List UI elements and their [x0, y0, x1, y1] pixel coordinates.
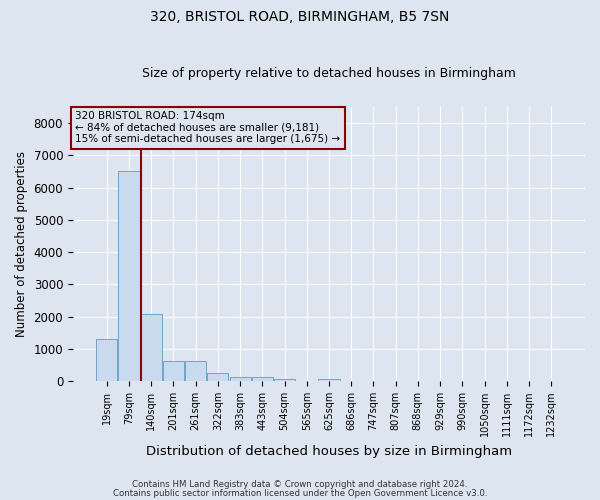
Bar — [118, 172, 140, 381]
Bar — [319, 378, 340, 381]
Title: Size of property relative to detached houses in Birmingham: Size of property relative to detached ho… — [142, 66, 516, 80]
Y-axis label: Number of detached properties: Number of detached properties — [15, 151, 28, 337]
Bar — [163, 361, 184, 381]
Bar — [140, 314, 162, 381]
Bar — [230, 377, 251, 381]
Text: Contains HM Land Registry data © Crown copyright and database right 2024.: Contains HM Land Registry data © Crown c… — [132, 480, 468, 489]
Bar — [207, 373, 229, 381]
X-axis label: Distribution of detached houses by size in Birmingham: Distribution of detached houses by size … — [146, 444, 512, 458]
Text: 320 BRISTOL ROAD: 174sqm
← 84% of detached houses are smaller (9,181)
15% of sem: 320 BRISTOL ROAD: 174sqm ← 84% of detach… — [76, 111, 341, 144]
Bar — [274, 378, 295, 381]
Text: Contains public sector information licensed under the Open Government Licence v3: Contains public sector information licen… — [113, 489, 487, 498]
Text: 320, BRISTOL ROAD, BIRMINGHAM, B5 7SN: 320, BRISTOL ROAD, BIRMINGHAM, B5 7SN — [151, 10, 449, 24]
Bar — [96, 339, 117, 381]
Bar — [252, 378, 273, 381]
Bar — [185, 361, 206, 381]
